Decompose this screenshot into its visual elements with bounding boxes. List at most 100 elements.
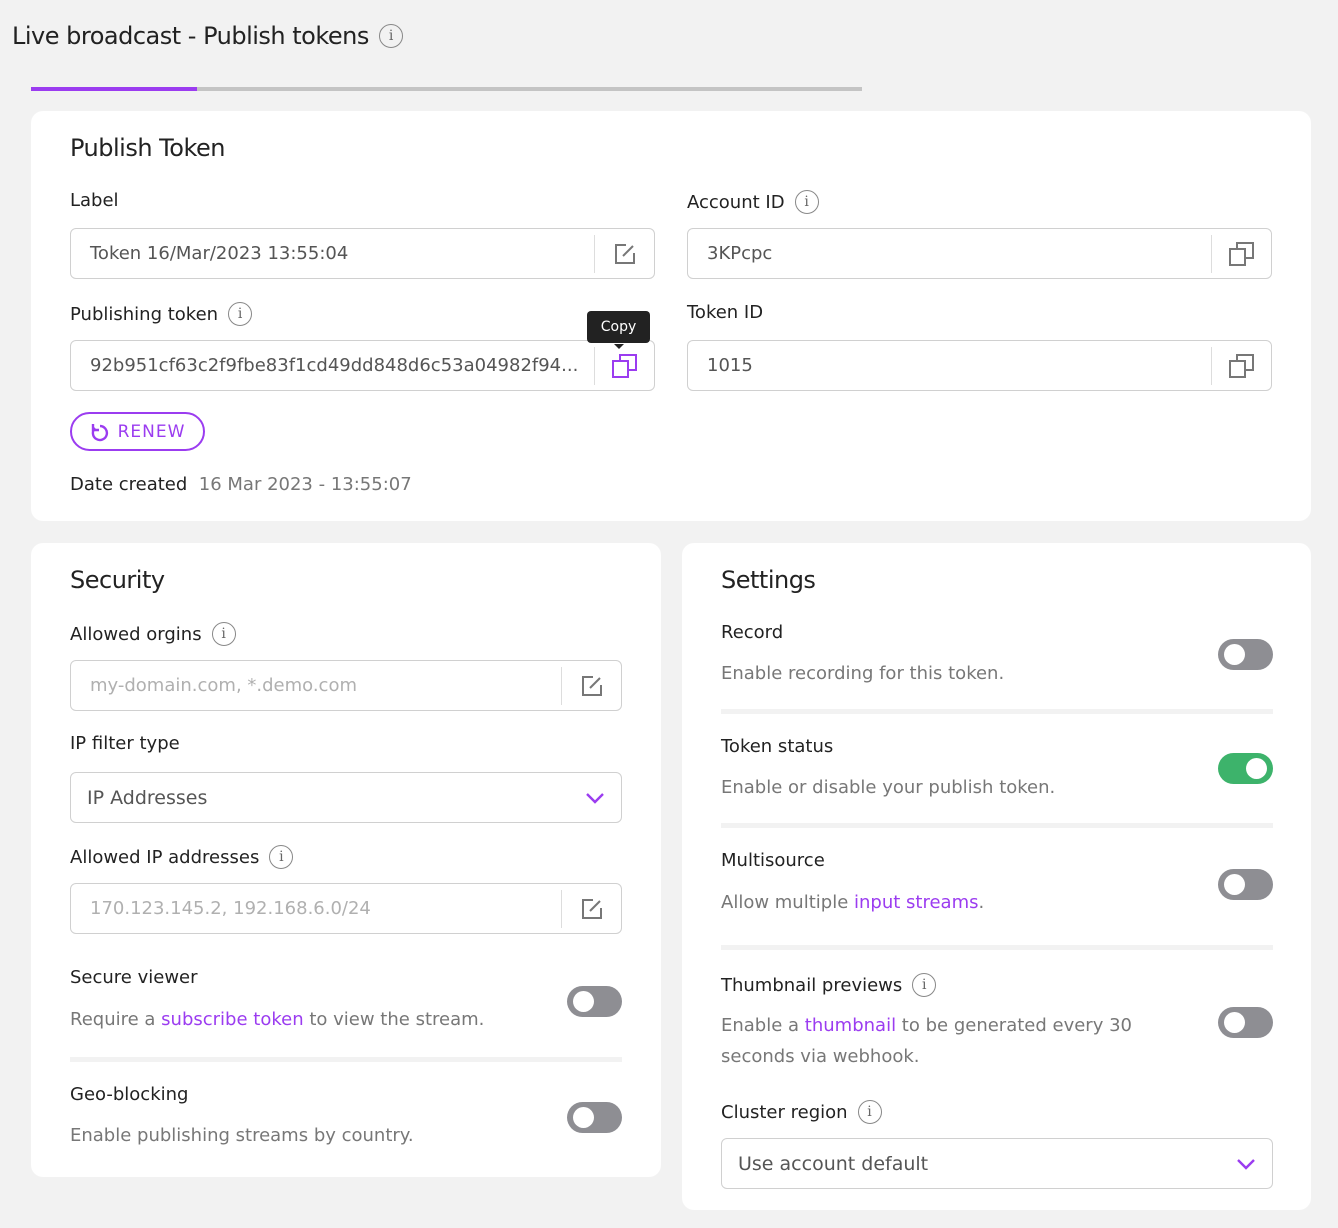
allowed-origins-label: Allowed orgins i bbox=[70, 622, 236, 646]
select-value: Use account default bbox=[738, 1152, 929, 1175]
divider bbox=[721, 823, 1273, 828]
label-text: Thumbnail previews bbox=[721, 974, 903, 996]
multisource-desc: Allow multiple input streams. bbox=[721, 887, 984, 918]
token-id-value: 1015 bbox=[707, 355, 753, 376]
info-icon[interactable]: i bbox=[378, 24, 403, 48]
select-value: IP Addresses bbox=[87, 786, 208, 809]
label-text: Cluster region bbox=[721, 1101, 848, 1123]
account-id-value: 3KPcpc bbox=[707, 243, 773, 264]
ip-filter-select[interactable]: IP Addresses bbox=[70, 772, 622, 823]
security-card bbox=[31, 543, 661, 1177]
chevron-down-icon bbox=[1237, 1158, 1255, 1170]
label-value[interactable]: Token 16/Mar/2023 13:55:04 bbox=[90, 243, 349, 264]
thumbnail-desc: Enable a thumbnail to be generated every… bbox=[721, 1010, 1161, 1072]
account-id-label: Account ID i bbox=[687, 190, 819, 214]
date-created-value: 16 Mar 2023 - 13:55:07 bbox=[198, 474, 412, 495]
info-icon[interactable]: i bbox=[269, 845, 294, 869]
info-icon[interactable]: i bbox=[794, 190, 819, 214]
publishing-token-value: 92b951cf63c2f9fbe83f1cd49dd848d6c53a0498… bbox=[90, 355, 579, 376]
token-id-field: 1015 bbox=[687, 340, 1272, 391]
token-status-toggle[interactable] bbox=[1218, 753, 1273, 784]
divider bbox=[70, 1057, 622, 1062]
info-icon[interactable]: i bbox=[857, 1100, 882, 1124]
token-id-label: Token ID bbox=[687, 302, 763, 323]
label-text: IP filter type bbox=[70, 733, 180, 754]
section-title: Security bbox=[70, 566, 165, 594]
account-id-field: 3KPcpc bbox=[687, 228, 1272, 279]
info-icon[interactable]: i bbox=[211, 622, 236, 646]
multisource-toggle[interactable] bbox=[1218, 869, 1273, 900]
geo-blocking-label: Geo-blocking bbox=[70, 1084, 189, 1105]
refresh-icon bbox=[91, 423, 108, 441]
copy-button[interactable] bbox=[594, 346, 654, 385]
label-text: Label bbox=[70, 190, 119, 211]
divider bbox=[721, 709, 1273, 714]
chevron-down-icon bbox=[586, 792, 604, 804]
thumbnail-link[interactable]: thumbnail bbox=[804, 1015, 897, 1036]
copy-button[interactable] bbox=[1211, 346, 1271, 385]
desc-text: . bbox=[978, 892, 985, 913]
multisource-label: Multisource bbox=[721, 850, 825, 871]
divider bbox=[721, 945, 1273, 950]
allowed-ip-input[interactable]: 170.123.145.2, 192.168.6.0/24 bbox=[70, 883, 622, 934]
secure-viewer-toggle[interactable] bbox=[567, 986, 622, 1017]
label-text: Publishing token bbox=[70, 303, 219, 325]
thumbnail-toggle[interactable] bbox=[1218, 1007, 1273, 1038]
desc-text: Require a bbox=[70, 1009, 162, 1030]
edit-icon bbox=[614, 243, 635, 264]
subscribe-token-link[interactable]: subscribe token bbox=[161, 1009, 304, 1030]
edit-icon bbox=[581, 675, 602, 696]
copy-icon bbox=[1228, 353, 1254, 378]
edit-icon bbox=[581, 898, 602, 919]
section-title: Settings bbox=[721, 566, 816, 594]
label-text: Allowed orgins bbox=[70, 623, 202, 645]
desc-text: to be generated every 30 seconds via web… bbox=[721, 1015, 1132, 1067]
label-field[interactable]: Token 16/Mar/2023 13:55:04 bbox=[70, 228, 655, 279]
input-streams-link[interactable]: input streams bbox=[854, 892, 979, 913]
edit-button[interactable] bbox=[594, 234, 654, 273]
cluster-region-label: Cluster region i bbox=[721, 1100, 882, 1124]
info-icon[interactable]: i bbox=[912, 973, 937, 997]
thumbnail-label: Thumbnail previews i bbox=[721, 973, 937, 997]
cluster-region-select[interactable]: Use account default bbox=[721, 1138, 1273, 1189]
section-title: Publish Token bbox=[70, 134, 225, 162]
settings-card bbox=[682, 543, 1311, 1210]
allowed-origins-input[interactable]: my-domain.com, *.demo.com bbox=[70, 660, 622, 711]
edit-button[interactable] bbox=[561, 666, 621, 705]
desc-text: to view the stream. bbox=[303, 1009, 485, 1030]
progress-bar bbox=[31, 87, 862, 91]
token-status-desc: Enable or disable your publish token. bbox=[721, 777, 1056, 798]
copy-tooltip: Copy bbox=[587, 311, 650, 349]
desc-text: Allow multiple bbox=[721, 892, 854, 913]
label-text: Allowed IP addresses bbox=[70, 846, 260, 868]
date-created: Date created 16 Mar 2023 - 13:55:07 bbox=[70, 474, 412, 495]
geo-blocking-desc: Enable publishing streams by country. bbox=[70, 1125, 414, 1146]
publishing-token-field: 92b951cf63c2f9fbe83f1cd49dd848d6c53a0498… bbox=[70, 340, 655, 391]
progress-fill bbox=[31, 87, 198, 91]
publishing-token-label: Publishing token i bbox=[70, 302, 253, 326]
page-title-text: Live broadcast - Publish tokens bbox=[12, 22, 369, 50]
copy-icon bbox=[1228, 241, 1254, 266]
page-title: Live broadcast - Publish tokens i bbox=[12, 22, 403, 50]
copy-button[interactable] bbox=[1211, 234, 1271, 273]
date-created-label: Date created bbox=[70, 474, 188, 495]
placeholder[interactable]: my-domain.com, *.demo.com bbox=[90, 675, 358, 696]
info-icon[interactable]: i bbox=[228, 302, 253, 326]
label-text: Account ID bbox=[687, 191, 785, 213]
geo-blocking-toggle[interactable] bbox=[567, 1102, 622, 1133]
secure-viewer-desc: Require a subscribe token to view the st… bbox=[70, 1004, 484, 1035]
label-text: Token ID bbox=[687, 302, 764, 323]
label-label: Label bbox=[70, 190, 119, 211]
ip-filter-label: IP filter type bbox=[70, 733, 180, 754]
token-status-label: Token status bbox=[721, 736, 834, 757]
edit-button[interactable] bbox=[561, 889, 621, 928]
secure-viewer-label: Secure viewer bbox=[70, 967, 198, 988]
desc-text: Enable a bbox=[721, 1015, 805, 1036]
record-toggle[interactable] bbox=[1218, 639, 1273, 670]
copy-icon bbox=[611, 353, 637, 378]
renew-button[interactable]: RENEW bbox=[70, 412, 205, 451]
renew-label: RENEW bbox=[117, 421, 186, 442]
record-desc: Enable recording for this token. bbox=[721, 663, 1005, 684]
placeholder[interactable]: 170.123.145.2, 192.168.6.0/24 bbox=[90, 898, 371, 919]
allowed-ip-label: Allowed IP addresses i bbox=[70, 845, 294, 869]
